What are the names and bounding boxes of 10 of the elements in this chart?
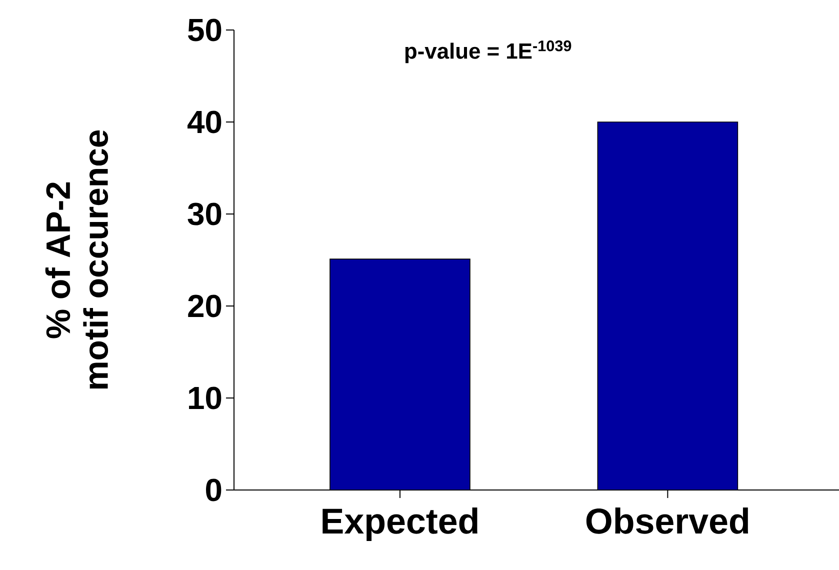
y-tick-label: 40	[188, 110, 222, 134]
y-tick-label: 50	[188, 18, 222, 42]
y-tick-label: 30	[188, 202, 222, 226]
annotation: p-value = 1E$^{-1039}$	[405, 40, 572, 64]
y-tick-label: 20	[188, 294, 222, 318]
y-tick-label: 10	[189, 386, 222, 410]
y-tick-label: 0	[206, 478, 222, 502]
x-tick-label: Expected	[322, 508, 478, 541]
x-tick-label: Observed	[586, 508, 748, 534]
y-axis-title: % of AP-2 motif occurence	[45, 130, 108, 389]
